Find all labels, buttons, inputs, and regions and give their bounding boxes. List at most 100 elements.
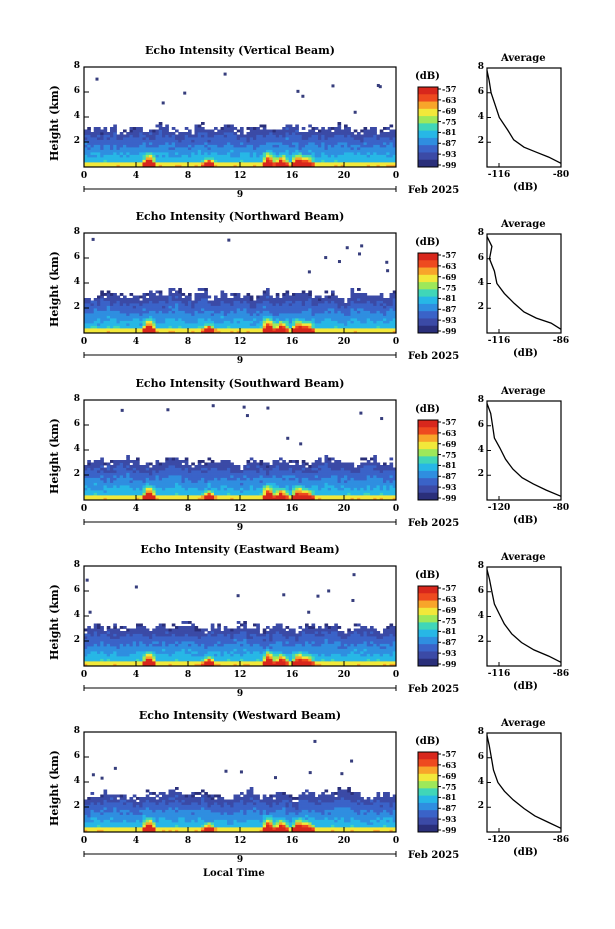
- echo-cell: [376, 325, 381, 329]
- echo-cell: [243, 330, 247, 334]
- echo-cell: [100, 139, 104, 143]
- echo-cell: [246, 162, 251, 165]
- echo-cell: [97, 646, 101, 649]
- echo-cell: [383, 144, 387, 148]
- echo-cell: [155, 465, 160, 468]
- echo-cell: [207, 487, 212, 491]
- echo-cell: [129, 646, 134, 649]
- echo-cell: [311, 475, 316, 478]
- echo-cell: [305, 152, 309, 155]
- echo-cell: [90, 465, 95, 468]
- echo-cell: [100, 641, 104, 644]
- echo-cell: [256, 330, 260, 334]
- echo-cell: [145, 643, 150, 647]
- echo-cell: [386, 490, 390, 493]
- echo-cell: [318, 308, 322, 311]
- echo-cell: [340, 482, 345, 486]
- echo-cell: [123, 147, 127, 150]
- echo-cell: [253, 315, 257, 319]
- echo-cell: [366, 330, 371, 334]
- echo-cell: [119, 320, 124, 324]
- echo-cell: [110, 663, 114, 667]
- echo-cell: [110, 330, 114, 334]
- echo-cell: [344, 159, 348, 163]
- echo-cell: [227, 303, 231, 306]
- echo-cell: [392, 480, 397, 483]
- echo-cell: [201, 122, 205, 125]
- echo-cell: [321, 330, 325, 334]
- echo-cell: [132, 648, 137, 652]
- echo-cell: [168, 149, 173, 153]
- echo-cell: [152, 485, 156, 488]
- echo-cell: [301, 315, 306, 319]
- echo-cell: [97, 305, 101, 309]
- echo-cell: [269, 323, 273, 326]
- echo-cell: [106, 318, 111, 321]
- echo-cell: [275, 487, 280, 491]
- echo-cell: [168, 139, 173, 143]
- echo-cell: [87, 330, 91, 334]
- echo-cell: [152, 651, 156, 654]
- echo-cell: [327, 147, 332, 150]
- echo-cell: [214, 462, 218, 466]
- echo-cell: [243, 147, 247, 150]
- echo-cell: [227, 460, 231, 463]
- echo-cell: [181, 330, 186, 334]
- echo-cell: [168, 159, 173, 163]
- echo-cell: [149, 154, 153, 158]
- echo-cell: [292, 149, 296, 153]
- echo-cell: [210, 310, 215, 314]
- echo-cell: [155, 658, 160, 662]
- echo-cell: [350, 288, 355, 291]
- echo-cell: [116, 310, 121, 314]
- echo-cell: [376, 315, 381, 319]
- echo-cell: [149, 480, 153, 483]
- echo-cell: [136, 129, 140, 133]
- echo-cell: [194, 487, 199, 491]
- echo-cell: [126, 154, 130, 158]
- echo-cell: [305, 495, 309, 498]
- echo-cell: [314, 152, 319, 155]
- echo-cell: [178, 159, 182, 163]
- echo-cell: [305, 300, 309, 304]
- echo-cell: [158, 465, 163, 468]
- echo-cell: [379, 475, 384, 478]
- echo-cell: [340, 308, 345, 311]
- echo-cell: [106, 305, 111, 309]
- echo-cell: [142, 651, 147, 654]
- echo-cell: [162, 646, 166, 649]
- echo-cell: [204, 293, 208, 296]
- echo-cell: [230, 315, 234, 319]
- echo-cell: [207, 137, 212, 140]
- echo-cell: [116, 323, 121, 326]
- echo-cell: [363, 485, 368, 488]
- echo-cell: [139, 480, 143, 483]
- echo-cell: [129, 472, 134, 476]
- echo-cell: [370, 152, 374, 155]
- echo-cell: [363, 162, 368, 165]
- echo-cell: [84, 134, 88, 138]
- echo-cell: [158, 497, 163, 501]
- echo-cell: [370, 480, 374, 483]
- echo-cell: [282, 157, 286, 160]
- echo-cell: [84, 653, 88, 657]
- echo-cell: [197, 303, 202, 306]
- echo-cell: [324, 300, 329, 304]
- echo-cell: [217, 495, 221, 498]
- echo-cell: [363, 164, 368, 168]
- echo-cell: [243, 313, 247, 316]
- echo-cell: [246, 477, 251, 481]
- echo-cell: [178, 298, 182, 301]
- echo-cell: [194, 162, 199, 165]
- echo-cell: [210, 465, 215, 468]
- echo-cell: [243, 320, 247, 324]
- echo-cell: [110, 318, 114, 321]
- echo-cell: [298, 139, 303, 143]
- echo-cell: [269, 144, 273, 148]
- echo-cell: [87, 323, 91, 326]
- echo-cell: [142, 157, 147, 160]
- echo-cell: [256, 472, 260, 476]
- echo-cell: [139, 492, 143, 496]
- echo-cell: [295, 318, 299, 321]
- echo-cell: [217, 492, 221, 496]
